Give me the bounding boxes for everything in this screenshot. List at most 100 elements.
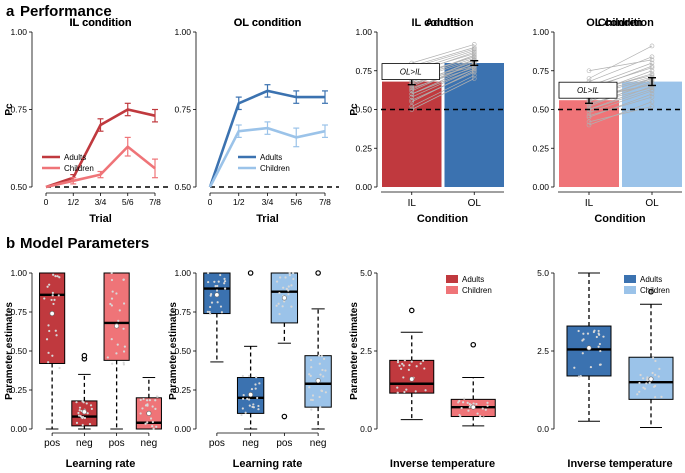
jitter-point bbox=[207, 280, 210, 284]
y-tick-label: 0.00 bbox=[10, 424, 27, 434]
subject-pair-line bbox=[588, 90, 653, 113]
y-axis-label: Parameter estimates bbox=[349, 302, 360, 400]
subject-pair-line bbox=[411, 68, 475, 95]
jitter-point bbox=[481, 407, 484, 410]
jitter-point bbox=[122, 361, 125, 364]
jitter-point bbox=[156, 395, 159, 398]
panel-a4: Children Condition 0.00 0.25 0.50 0.75 1.00 IL O… bbox=[532, 17, 682, 225]
jitter-point bbox=[257, 404, 260, 408]
jitter-point bbox=[210, 301, 214, 304]
jitter-point bbox=[207, 271, 210, 275]
panel-title: Children bbox=[598, 17, 643, 29]
box-mean bbox=[315, 378, 321, 384]
jitter-point bbox=[475, 402, 478, 406]
legend-label: Children bbox=[640, 286, 670, 295]
jitter-point bbox=[151, 424, 154, 428]
annotation-label: OL>IL bbox=[400, 68, 422, 77]
x-tick-label: IL bbox=[585, 198, 594, 209]
jitter-point bbox=[396, 391, 399, 394]
subject-pair-line bbox=[588, 101, 653, 126]
y-tick-label: 0.25 bbox=[10, 385, 27, 395]
jitter-point bbox=[414, 390, 417, 393]
jitter-point bbox=[320, 389, 324, 393]
jitter-point bbox=[308, 373, 311, 376]
jitter-point bbox=[145, 399, 149, 402]
legend-swatch bbox=[624, 275, 636, 283]
jitter-point bbox=[88, 422, 92, 426]
jitter-point bbox=[407, 368, 410, 371]
y-tick-label: 0.50 bbox=[174, 346, 191, 356]
y-tick-label: 0.0 bbox=[360, 424, 372, 434]
jitter-point bbox=[462, 401, 465, 404]
box-mean bbox=[214, 292, 220, 298]
x-tick-label: 7/8 bbox=[149, 197, 161, 207]
jitter-point bbox=[275, 304, 278, 307]
jitter-point bbox=[408, 364, 411, 367]
jitter-point bbox=[51, 294, 54, 297]
y-tick-label: 0.25 bbox=[532, 143, 549, 153]
y-tick-label: 1.00 bbox=[10, 27, 27, 37]
subject-point bbox=[649, 65, 655, 70]
x-tick-label: 0 bbox=[208, 197, 213, 207]
y-tick-label: 0.75 bbox=[10, 307, 27, 317]
jitter-point bbox=[81, 416, 84, 420]
jitter-point bbox=[115, 292, 118, 295]
jitter-point bbox=[109, 302, 112, 306]
jitter-point bbox=[79, 414, 82, 418]
subject-pair-line bbox=[588, 96, 653, 117]
jitter-point bbox=[117, 319, 120, 322]
subject-point bbox=[471, 76, 477, 81]
jitter-point bbox=[423, 367, 426, 370]
jitter-point bbox=[48, 329, 51, 333]
annotation-label: OL>IL bbox=[577, 86, 599, 95]
jitter-point bbox=[292, 271, 295, 275]
jitter-point bbox=[43, 297, 46, 300]
subject-pair-line bbox=[411, 67, 475, 89]
jitter-point bbox=[422, 359, 425, 362]
outlier-point bbox=[81, 352, 88, 359]
jitter-point bbox=[582, 338, 585, 341]
subject-point bbox=[649, 99, 655, 105]
jitter-point bbox=[47, 324, 50, 327]
jitter-point bbox=[148, 399, 152, 402]
jitter-point bbox=[581, 352, 584, 355]
jitter-point bbox=[597, 329, 600, 333]
x-tick-label: pos bbox=[109, 438, 125, 449]
subject-point bbox=[649, 54, 655, 60]
jitter-point bbox=[219, 305, 223, 308]
jitter-point bbox=[410, 360, 413, 363]
x-tick-label: 3/4 bbox=[95, 197, 107, 207]
y-tick-label: 0.25 bbox=[174, 385, 191, 395]
subject-point bbox=[649, 94, 655, 100]
legend-swatch bbox=[446, 275, 458, 283]
jitter-point bbox=[111, 290, 114, 293]
jitter-point bbox=[318, 395, 321, 399]
jitter-point bbox=[582, 332, 585, 335]
subject-pair-line bbox=[588, 45, 653, 79]
jitter-point bbox=[154, 399, 157, 402]
y-tick-label: 0.75 bbox=[10, 105, 27, 115]
jitter-point bbox=[311, 398, 314, 402]
y-tick-label: 2.5 bbox=[360, 346, 372, 356]
jitter-point bbox=[290, 284, 293, 287]
jitter-point bbox=[146, 404, 149, 407]
subject-pair-line bbox=[588, 59, 653, 72]
jitter-point bbox=[309, 398, 313, 401]
jitter-point bbox=[223, 277, 226, 280]
box-mean bbox=[586, 345, 592, 351]
jitter-point bbox=[58, 366, 61, 370]
x-tick-label: 5/6 bbox=[122, 197, 134, 207]
x-axis-label: Learning rate bbox=[233, 458, 303, 470]
jitter-point bbox=[654, 396, 657, 399]
jitter-point bbox=[586, 332, 590, 335]
panel-a2: OL condition Trial 0.50 0.75 1.00 0 1/2 3/4 5/6 7… bbox=[174, 17, 339, 225]
jitter-point bbox=[484, 408, 487, 411]
jitter-point bbox=[51, 291, 54, 294]
jitter-point bbox=[283, 300, 286, 303]
subject-point bbox=[409, 97, 415, 103]
jitter-point bbox=[579, 375, 582, 378]
legend-label: Children bbox=[462, 286, 492, 295]
jitter-point bbox=[152, 427, 155, 430]
jitter-point bbox=[285, 287, 288, 290]
